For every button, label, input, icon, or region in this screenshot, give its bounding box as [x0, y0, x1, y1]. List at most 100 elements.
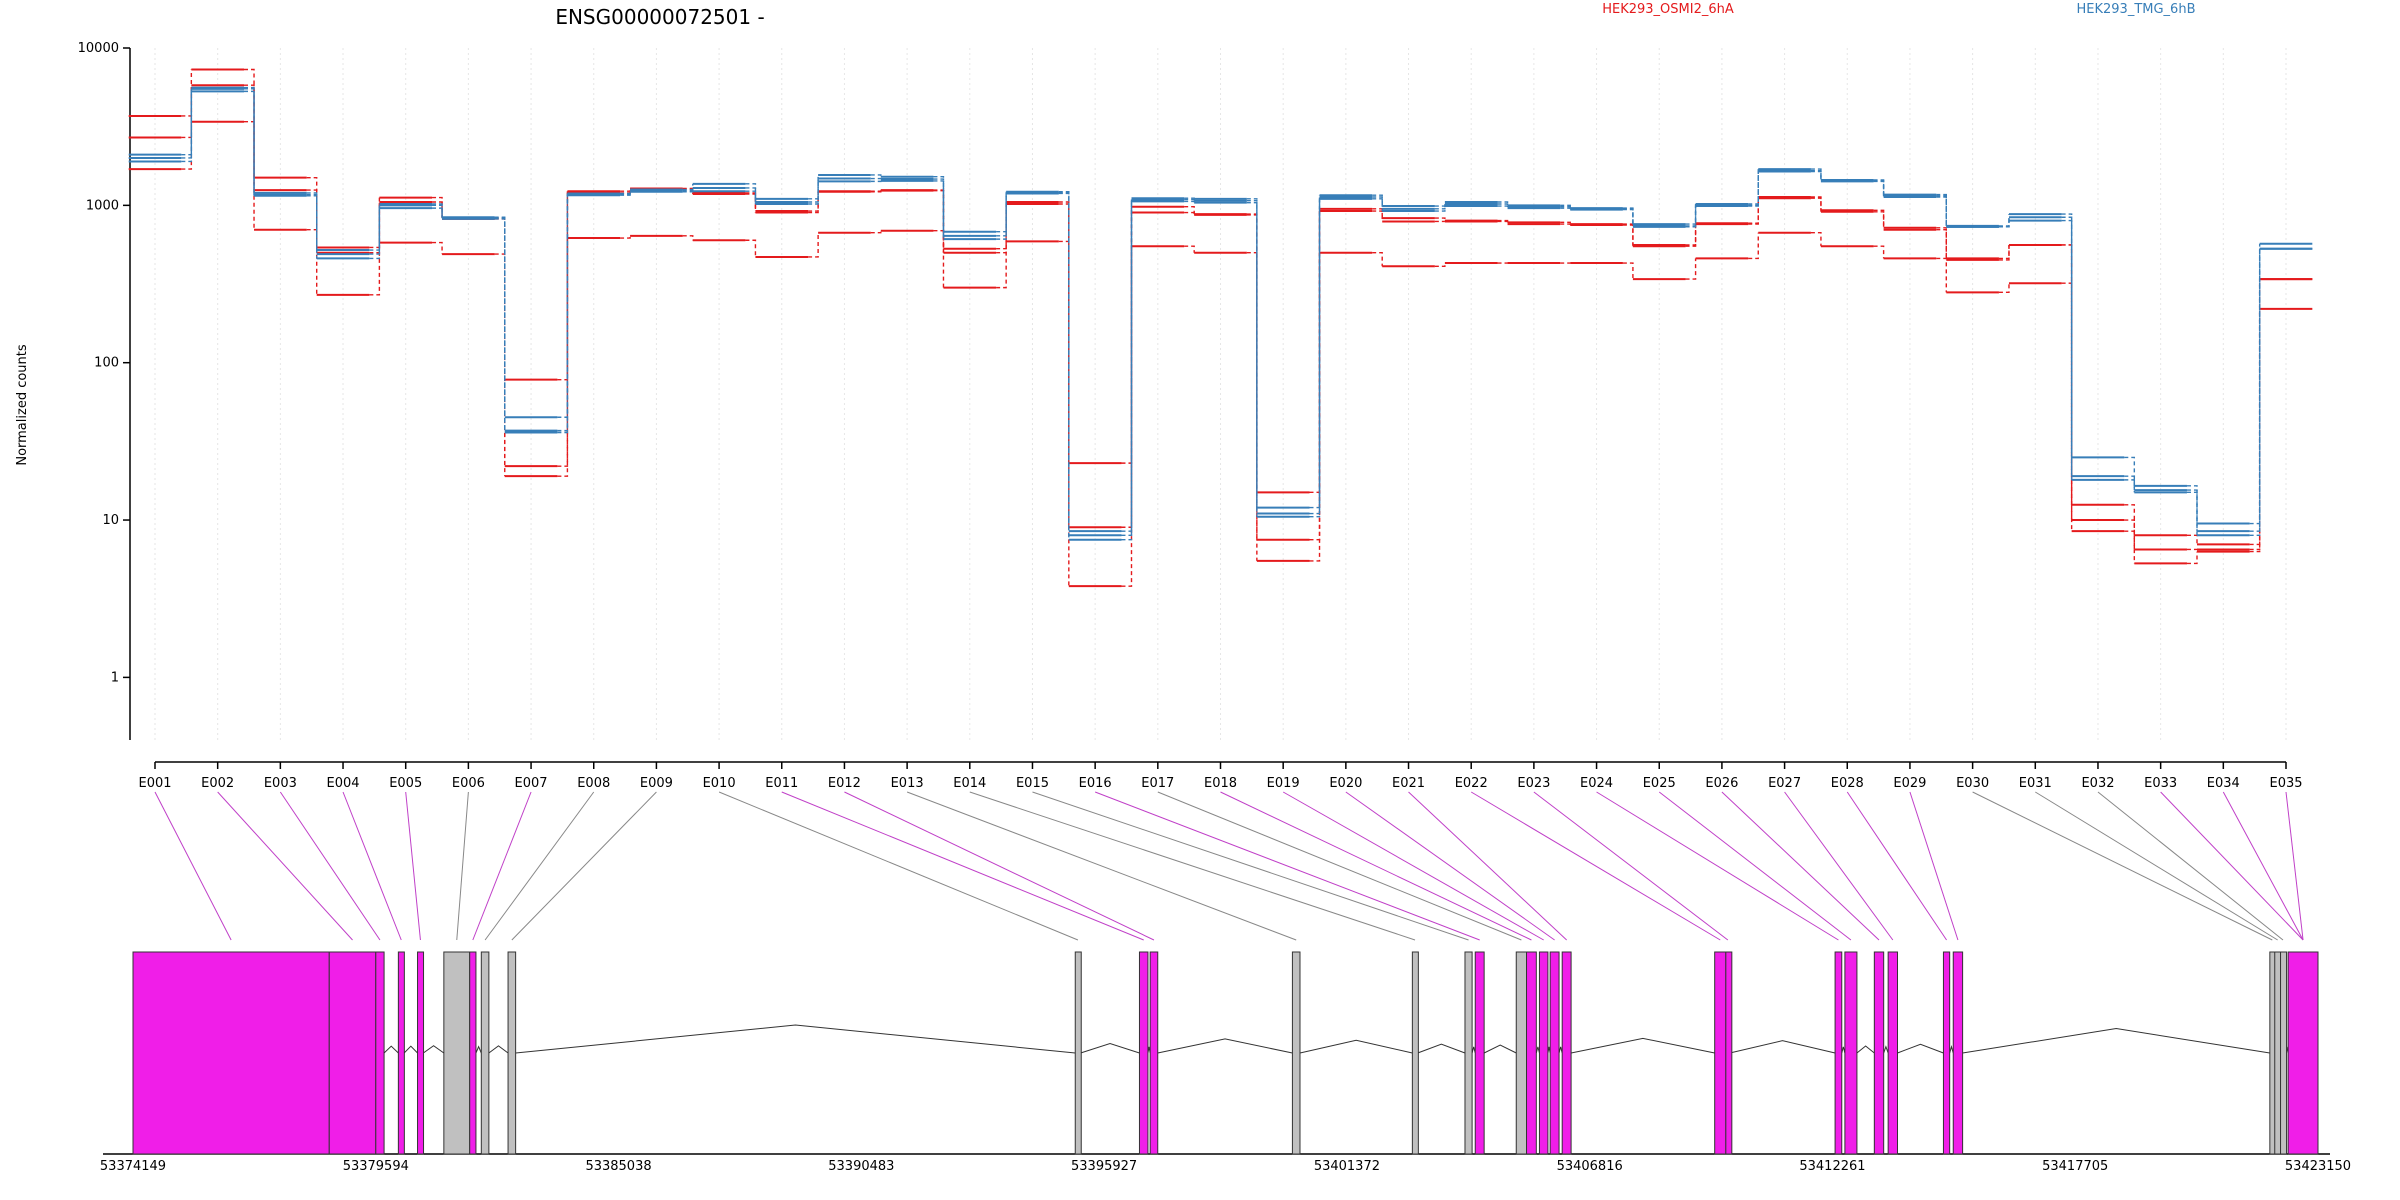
series-connector [682, 191, 694, 193]
y-axis-label: Normalized counts [15, 344, 30, 466]
series-connector [1309, 211, 1321, 541]
intron-line [1571, 1037, 1715, 1054]
exon-link [1345, 791, 1555, 941]
series-connector [1936, 229, 1947, 260]
series-connector [181, 69, 193, 117]
intron-line [1417, 1043, 1466, 1054]
series-connector [1246, 200, 1258, 514]
exon-box [1834, 951, 1843, 1155]
x-tick-label: E024 [1580, 776, 1613, 791]
series-connector [1560, 206, 1571, 209]
series-connector [306, 189, 318, 253]
series-connector [2124, 475, 2136, 491]
coordinate-label: 53423150 [2285, 1159, 2351, 1174]
exon-link [906, 791, 1297, 941]
series-connector [1309, 195, 1321, 509]
exon-link [1846, 791, 1947, 941]
series-connector [1497, 219, 1509, 223]
series-connector [244, 84, 255, 191]
series-connector [1560, 223, 1571, 226]
y-tick-label: 1 [111, 670, 119, 685]
exon-box [480, 951, 490, 1155]
series-connector [181, 85, 193, 139]
exon-box [2274, 951, 2282, 1155]
x-tick-label: E011 [765, 776, 798, 791]
series-connector [1058, 192, 1070, 536]
intron-line [1897, 1043, 1944, 1054]
series-connector [996, 192, 1007, 237]
exon-link [844, 791, 1155, 941]
series-connector [1309, 198, 1321, 518]
series-connector [1998, 244, 2010, 261]
series-connector [557, 192, 569, 467]
series-connector [996, 191, 1007, 233]
series-connector [745, 190, 757, 204]
series-connector [870, 230, 882, 234]
series-connector [1685, 224, 1697, 247]
series-connector [557, 195, 569, 434]
series-connector [1685, 258, 1697, 280]
exon-link [781, 791, 1144, 941]
intron-line [1962, 1028, 2270, 1054]
series-connector [1497, 203, 1509, 207]
series-connector [745, 183, 757, 199]
series-connector [1497, 220, 1509, 225]
exon-box [1074, 951, 1082, 1155]
series-connector [1936, 193, 1947, 226]
series-connector [1748, 169, 1759, 205]
series-connector [432, 207, 443, 219]
x-tick-label: E019 [1267, 776, 1300, 791]
y-tick-label: 1000 [86, 198, 119, 213]
series-connector [1936, 257, 1947, 293]
x-tick-label: E012 [828, 776, 861, 791]
series-connector [1184, 245, 1195, 253]
series-connector [369, 197, 381, 249]
x-tick-label: E030 [1956, 776, 1989, 791]
series-connector [870, 174, 882, 177]
x-tick-label: E031 [2019, 776, 2052, 791]
series-connector [1372, 208, 1383, 219]
series-connector [996, 203, 1007, 254]
series-connector [1246, 201, 1258, 517]
series-connector [996, 202, 1007, 250]
series-connector [2124, 519, 2136, 550]
series-connector [808, 232, 819, 258]
series-connector [1434, 206, 1446, 212]
x-tick-label: E002 [201, 776, 234, 791]
series-connector [1121, 246, 1133, 587]
intron-line [403, 1045, 418, 1054]
series-connector [181, 87, 193, 156]
series-connector [369, 242, 381, 296]
x-tick-label: E022 [1455, 776, 1488, 791]
x-tick-label: E017 [1141, 776, 1174, 791]
series-connector [1810, 196, 1822, 211]
exon-link [1470, 791, 1721, 941]
series-connector [808, 191, 819, 212]
series-connector [2249, 279, 2261, 551]
series-connector [2186, 534, 2198, 545]
series-connector [557, 193, 569, 418]
series-connector [1685, 206, 1697, 228]
intron-line [1558, 1046, 1563, 1054]
series-connector [1748, 196, 1759, 224]
intron-line [423, 1045, 445, 1054]
series-connector [682, 183, 694, 191]
exon-link [342, 791, 402, 941]
series-connector [2061, 216, 2073, 477]
series-connector [1058, 240, 1070, 587]
series-connector [1622, 224, 1634, 247]
exon-box [443, 951, 471, 1155]
exon-box [1538, 951, 1549, 1155]
series-connector [1121, 201, 1133, 541]
exon-box [1291, 951, 1301, 1155]
intron-line [488, 1045, 509, 1054]
x-tick-label: E009 [640, 776, 673, 791]
series-connector [1810, 170, 1822, 182]
series-connector [494, 253, 506, 477]
series-connector [1184, 197, 1195, 199]
series-connector [1810, 197, 1822, 212]
exon-link [472, 791, 532, 941]
series-connector [432, 241, 443, 255]
x-tick-label: E005 [389, 776, 422, 791]
vertical-grid [154, 48, 2287, 740]
